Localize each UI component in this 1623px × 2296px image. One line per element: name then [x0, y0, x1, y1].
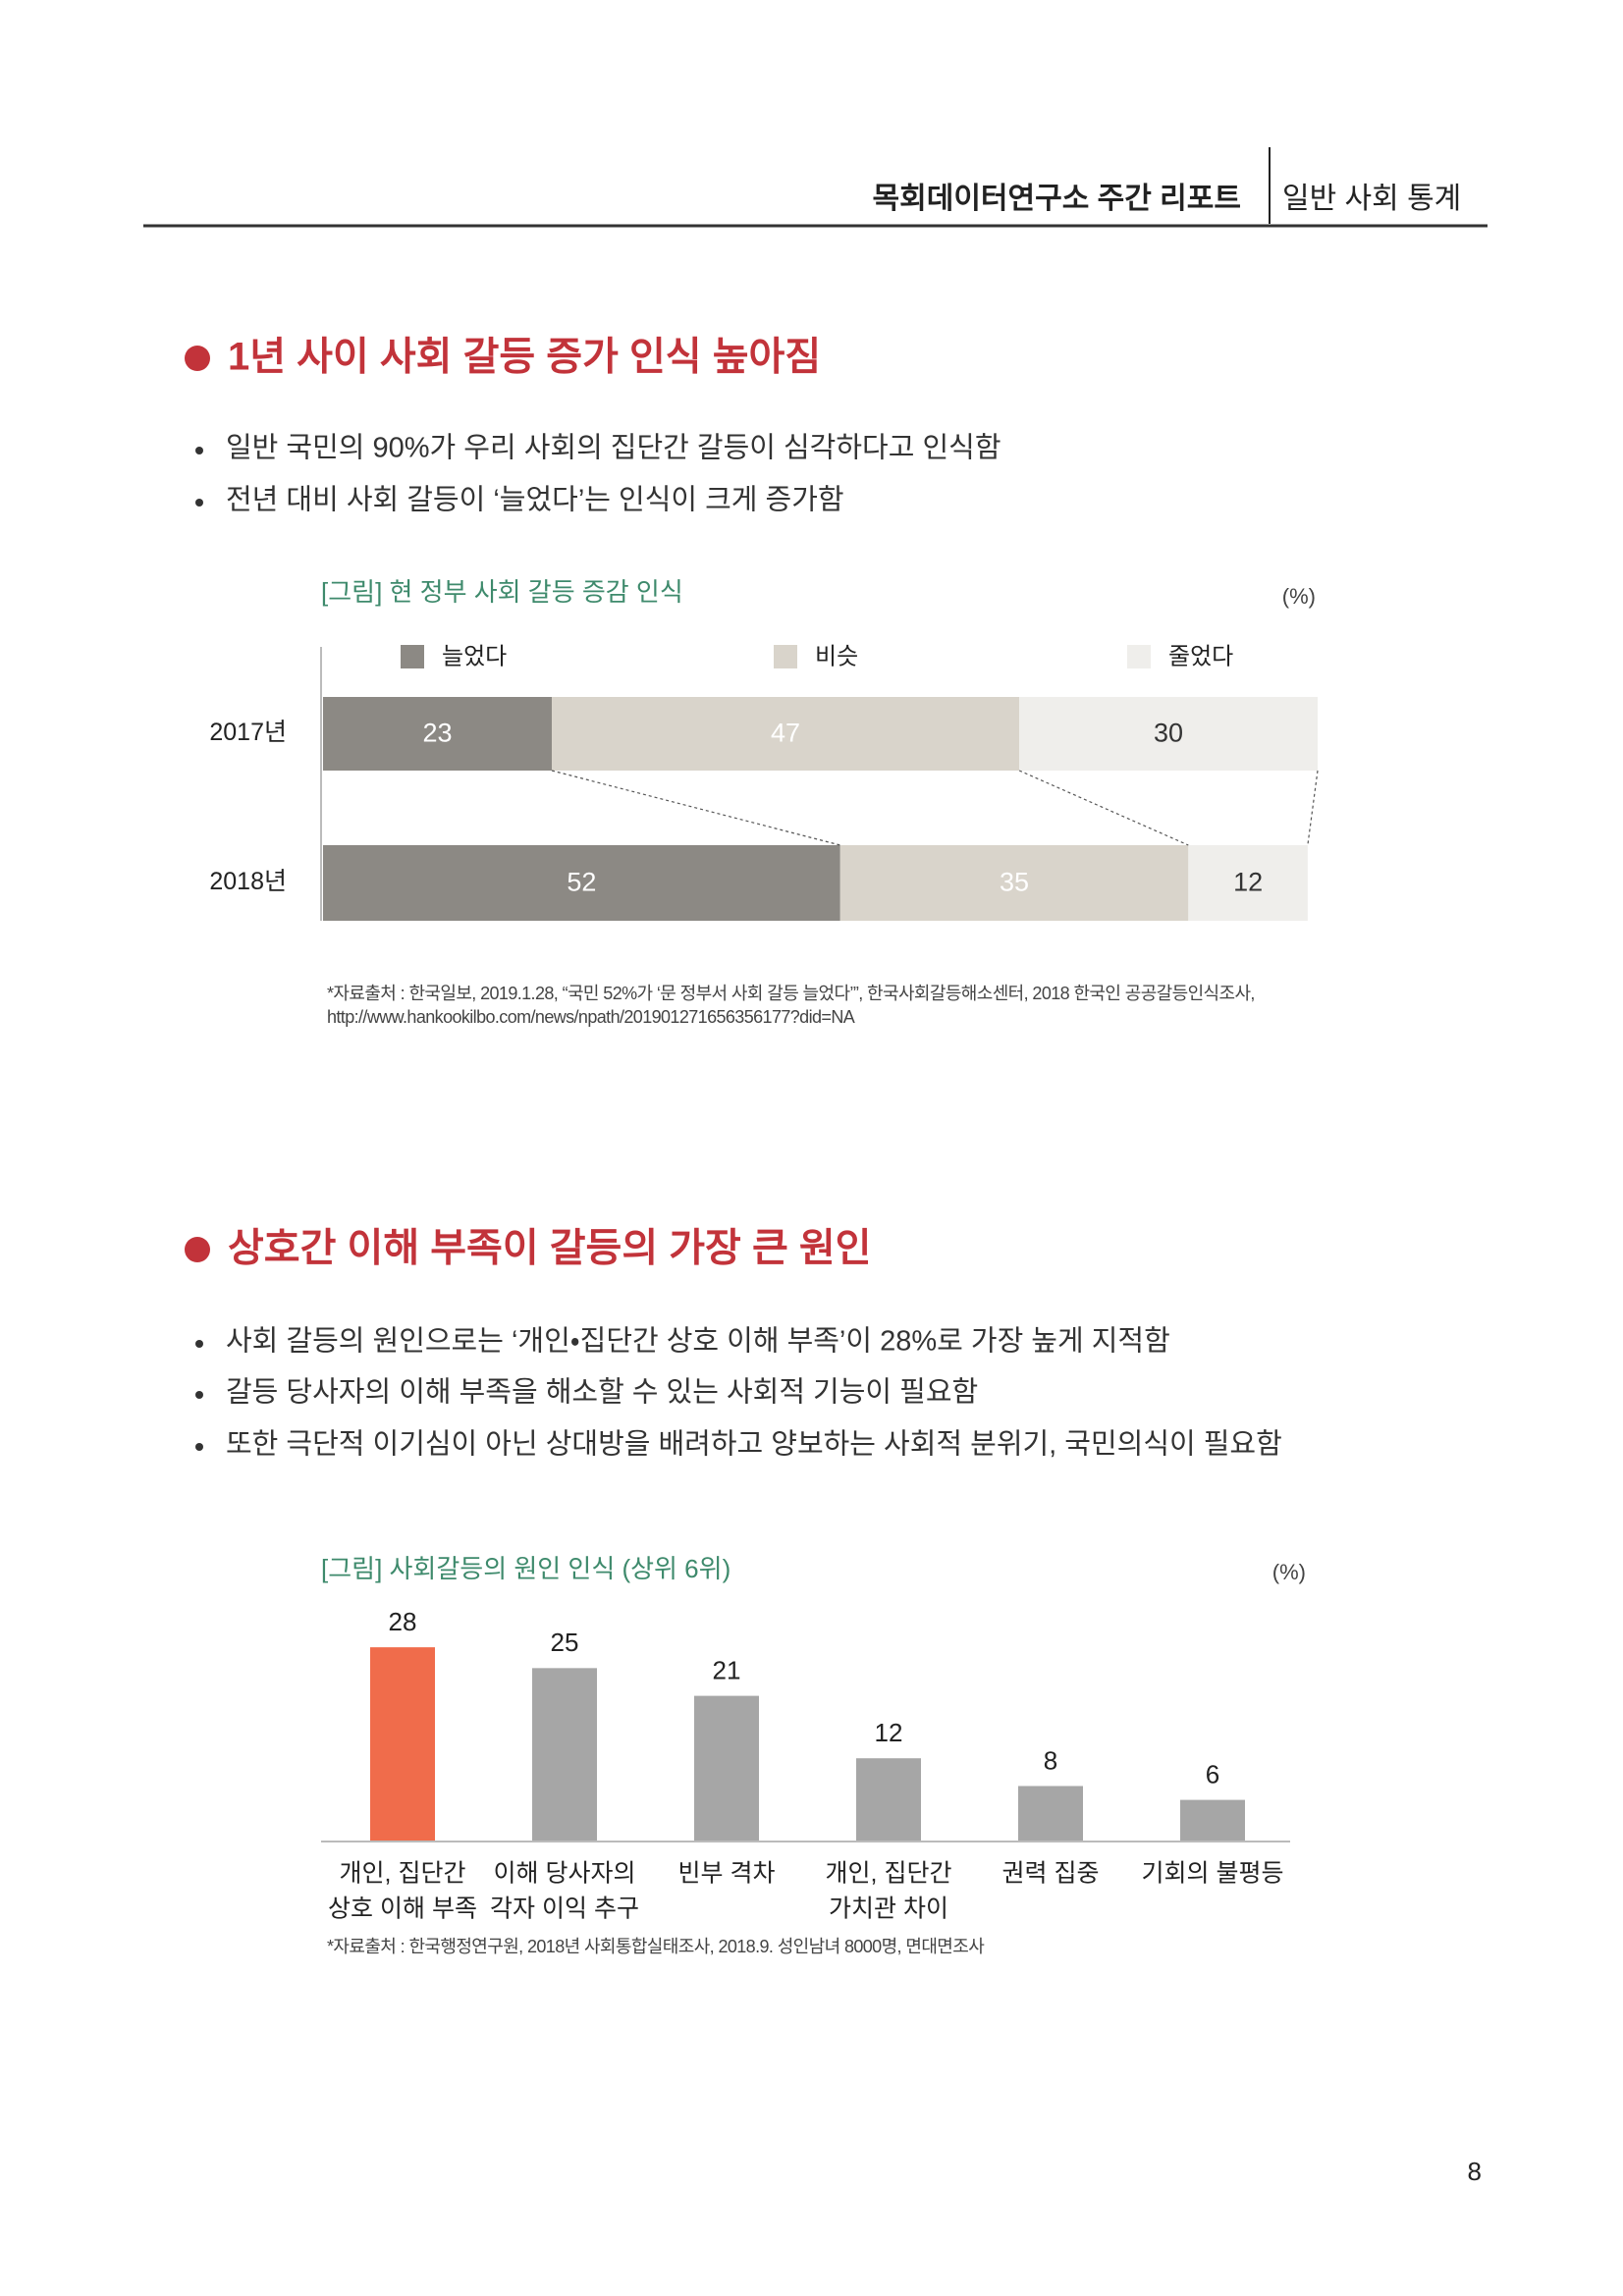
value-label: 12 [1233, 868, 1263, 897]
connector-line [1018, 770, 1189, 846]
value-label: 28 [389, 1607, 417, 1636]
legend-swatch [401, 645, 424, 668]
category-label: 2017년 [209, 719, 287, 746]
category-label: 개인, 집단간 [340, 1860, 466, 1888]
connector-line [1307, 770, 1319, 846]
bullet-dot [195, 1391, 203, 1399]
category-label: 각자 이익 추구 [490, 1896, 639, 1923]
category-label: 가치관 차이 [829, 1896, 948, 1923]
bar-segment [1019, 697, 1318, 771]
report-title: 목회데이터연구소 주간 리포트 [873, 183, 1241, 215]
bullet-dot [195, 447, 203, 454]
bar [1180, 1799, 1245, 1842]
bar [856, 1758, 921, 1842]
bar [1018, 1786, 1083, 1842]
source-note: http://www.hankookilbo.com/news/npath/20… [327, 1007, 855, 1027]
value-label: 12 [875, 1718, 903, 1747]
bar [694, 1695, 759, 1842]
section-title: 1년 사이 사회 갈등 증가 인식 높아짐 [228, 336, 821, 379]
bullet-dot [195, 499, 203, 507]
category-label: 권력 집중 [1002, 1860, 1100, 1888]
value-label: 23 [422, 719, 452, 748]
value-label: 30 [1154, 719, 1183, 748]
unit-label: (%) [1272, 1560, 1306, 1584]
value-label: 25 [551, 1628, 579, 1657]
category-label: 상호 이해 부족 [328, 1896, 477, 1923]
section-dot [185, 1237, 210, 1262]
value-label: 8 [1044, 1745, 1057, 1775]
source-note: *자료출처 : 한국일보, 2019.1.28, “국민 52%가 ‘문 정부서… [327, 984, 1255, 1003]
bullet-dot [195, 1443, 203, 1451]
legend-swatch [774, 645, 797, 668]
bar [532, 1668, 597, 1842]
value-label: 6 [1206, 1759, 1219, 1789]
bullet-text: 일반 국민의 90%가 우리 사회의 집단간 갈등이 심각하다고 인식함 [226, 432, 1001, 464]
bullet-text: 또한 극단적 이기심이 아닌 상대방을 배려하고 양보하는 사회적 분위기, 국… [226, 1428, 1282, 1461]
legend-swatch [1127, 645, 1151, 668]
category-label: 이해 당사자의 [494, 1860, 636, 1888]
category-label: 빈부 격차 [678, 1860, 776, 1888]
legend-label: 비슷 [815, 643, 858, 669]
bar-segment [323, 697, 552, 771]
bar-segment [839, 845, 1189, 921]
bullet-text: 갈등 당사자의 이해 부족을 해소할 수 있는 사회적 기능이 필요함 [226, 1376, 978, 1409]
unit-label: (%) [1282, 584, 1316, 609]
bullet-text: 사회 갈등의 원인으로는 ‘개인・집단간 상호 이해 부족’이 28%로 가장 … [226, 1325, 1170, 1358]
bullet-dot [195, 1340, 203, 1348]
value-label: 47 [771, 719, 800, 748]
bar-segment [1188, 845, 1308, 921]
source-note: *자료출처 : 한국행정연구원, 2018년 사회통합실태조사, 2018.9.… [327, 1937, 985, 1956]
value-label: 35 [1000, 868, 1029, 897]
page-number: 8 [1468, 2157, 1482, 2186]
section-dot [185, 346, 210, 371]
section-title: 상호간 이해 부족이 갈등의 가장 큰 원인 [228, 1227, 871, 1270]
category-label: 개인, 집단간 [826, 1860, 952, 1888]
bar-segment [551, 697, 1020, 771]
bar-segment [323, 845, 840, 921]
category-label: 기회의 불평등 [1142, 1860, 1284, 1888]
category-label: 2018년 [209, 868, 287, 895]
bullet-text: 전년 대비 사회 갈등이 ‘늘었다’는 인식이 크게 증가함 [226, 484, 844, 516]
report-category: 일반 사회 통계 [1282, 183, 1461, 215]
chart-title: [그림] 현 정부 사회 갈등 증감 인식 [321, 577, 683, 607]
connector-line [551, 770, 840, 846]
value-label: 21 [713, 1655, 741, 1684]
legend-label: 줄었다 [1168, 643, 1233, 669]
bar [370, 1647, 435, 1842]
legend-label: 늘었다 [442, 643, 507, 669]
chart-title: [그림] 사회갈등의 원인 인식 (상위 6위) [321, 1554, 730, 1583]
value-label: 52 [567, 868, 596, 897]
